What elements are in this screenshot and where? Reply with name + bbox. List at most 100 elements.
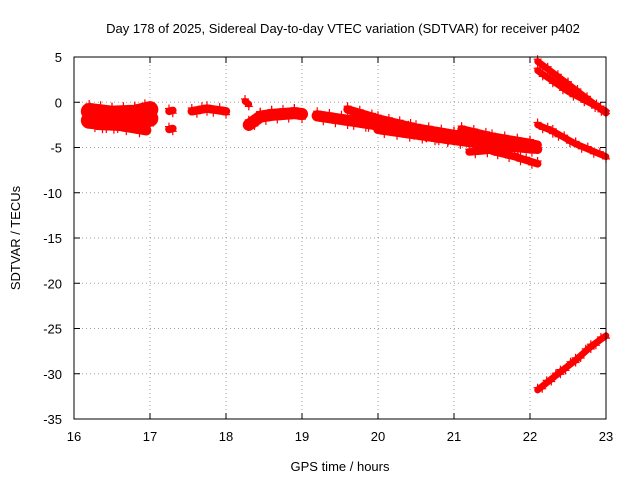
data-point-marker bbox=[585, 96, 594, 105]
data-point-marker bbox=[168, 109, 177, 118]
data-point-marker bbox=[298, 115, 306, 124]
series-arc-05 bbox=[165, 122, 177, 136]
data-point-marker bbox=[543, 71, 552, 80]
x-tick-label: 17 bbox=[143, 429, 157, 444]
data-point-marker bbox=[197, 102, 206, 111]
data-point-marker bbox=[505, 154, 514, 162]
data-point-marker bbox=[543, 62, 552, 71]
series-band bbox=[165, 106, 177, 116]
data-point-marker bbox=[418, 135, 427, 144]
y-tick-label: -25 bbox=[43, 322, 62, 337]
data-point-marker bbox=[412, 127, 420, 136]
x-tick-labels: 16 17 18 19 20 21 22 23 bbox=[67, 429, 613, 444]
y-tick-label: -30 bbox=[43, 367, 62, 382]
data-point-marker bbox=[108, 110, 116, 119]
data-point-marker bbox=[553, 70, 562, 79]
data-point-marker bbox=[337, 110, 346, 119]
data-point-marker bbox=[364, 123, 373, 132]
data-point-marker bbox=[165, 104, 173, 113]
y-tick-label: -15 bbox=[43, 231, 62, 246]
data-point-marker bbox=[516, 157, 525, 166]
data-point-marker bbox=[577, 144, 586, 153]
data-point-marker bbox=[560, 131, 569, 140]
data-point-marker bbox=[130, 109, 139, 117]
data-point-marker bbox=[533, 144, 542, 153]
y-tick-label: -20 bbox=[43, 276, 62, 291]
data-point-marker bbox=[500, 131, 509, 140]
data-point-marker bbox=[566, 357, 575, 366]
data-point-marker bbox=[564, 85, 572, 93]
data-point-marker bbox=[250, 121, 259, 130]
data-point-marker bbox=[108, 102, 116, 111]
data-point-marker bbox=[591, 341, 600, 350]
data-point-marker bbox=[456, 140, 465, 149]
data-point-marker bbox=[140, 99, 149, 108]
data-point-marker bbox=[471, 150, 480, 159]
data-point-marker bbox=[522, 153, 531, 162]
y-tick-labels: 5 0 -5 -10 -15 -20 -25 -30 -35 bbox=[43, 50, 62, 427]
data-point-marker bbox=[556, 365, 565, 374]
x-tick-label: 20 bbox=[371, 429, 385, 444]
data-point-marker bbox=[499, 147, 508, 155]
data-point-marker bbox=[589, 149, 598, 158]
data-point-marker bbox=[355, 105, 364, 114]
data-point-marker bbox=[115, 117, 124, 126]
data-point-marker bbox=[561, 366, 570, 375]
data-point-marker bbox=[527, 160, 536, 169]
data-point-marker bbox=[256, 107, 265, 116]
data-point-marker bbox=[384, 113, 393, 122]
data-point-marker bbox=[358, 115, 367, 124]
data-point-marker bbox=[370, 117, 379, 126]
data-point-marker bbox=[192, 109, 201, 118]
data-point-marker bbox=[140, 107, 149, 116]
data-point-marker bbox=[481, 127, 490, 136]
data-point-marker bbox=[386, 123, 395, 132]
data-point-marker bbox=[443, 139, 452, 148]
chart-title: Day 178 of 2025, Sidereal Day-to-day VTE… bbox=[106, 21, 580, 36]
data-point-marker bbox=[533, 64, 542, 73]
data-point-marker bbox=[548, 124, 557, 133]
data-point-marker bbox=[119, 102, 128, 111]
data-point-marker bbox=[96, 109, 105, 118]
data-point-marker bbox=[513, 133, 522, 142]
data-point-marker bbox=[586, 340, 595, 349]
data-point-marker bbox=[573, 85, 582, 93]
data-point-marker bbox=[538, 384, 547, 393]
data-point-marker bbox=[279, 104, 287, 113]
data-point-marker bbox=[290, 104, 299, 112]
series-arc-07 bbox=[241, 95, 253, 111]
data-point-marker bbox=[547, 377, 556, 386]
data-point-marker bbox=[325, 109, 334, 117]
y-tick-label: -35 bbox=[43, 412, 62, 427]
series-band bbox=[242, 107, 309, 131]
x-tick-label: 23 bbox=[599, 429, 613, 444]
x-tick-label: 18 bbox=[219, 429, 233, 444]
data-point-marker bbox=[85, 100, 94, 108]
data-point-marker bbox=[128, 119, 137, 128]
x-tick-label: 21 bbox=[447, 429, 461, 444]
axis-ticks bbox=[73, 56, 607, 420]
data-point-marker bbox=[393, 131, 401, 140]
data-point-marker bbox=[553, 78, 562, 87]
data-point-marker bbox=[580, 98, 589, 107]
data-point-marker bbox=[273, 115, 282, 124]
data-point-marker bbox=[349, 121, 358, 130]
series-arc-08 bbox=[242, 104, 309, 131]
y-axis-label: SDTVAR / TECUs bbox=[8, 185, 23, 290]
x-tick-label: 16 bbox=[67, 429, 81, 444]
data-point-marker bbox=[576, 354, 585, 362]
data-point-marker bbox=[571, 137, 580, 146]
series-arc-06 bbox=[187, 101, 231, 119]
data-point-marker bbox=[98, 125, 107, 134]
data-point-marker bbox=[450, 132, 458, 141]
series-band bbox=[165, 124, 177, 134]
y-tick-label: 0 bbox=[55, 95, 62, 110]
data-point-marker bbox=[284, 114, 293, 123]
y-tick-label: 5 bbox=[55, 50, 62, 65]
data-point-marker bbox=[135, 129, 144, 138]
data-point-marker bbox=[463, 130, 472, 139]
data-point-marker bbox=[85, 109, 94, 117]
data-point-marker bbox=[533, 383, 542, 392]
series-band bbox=[465, 141, 542, 156]
